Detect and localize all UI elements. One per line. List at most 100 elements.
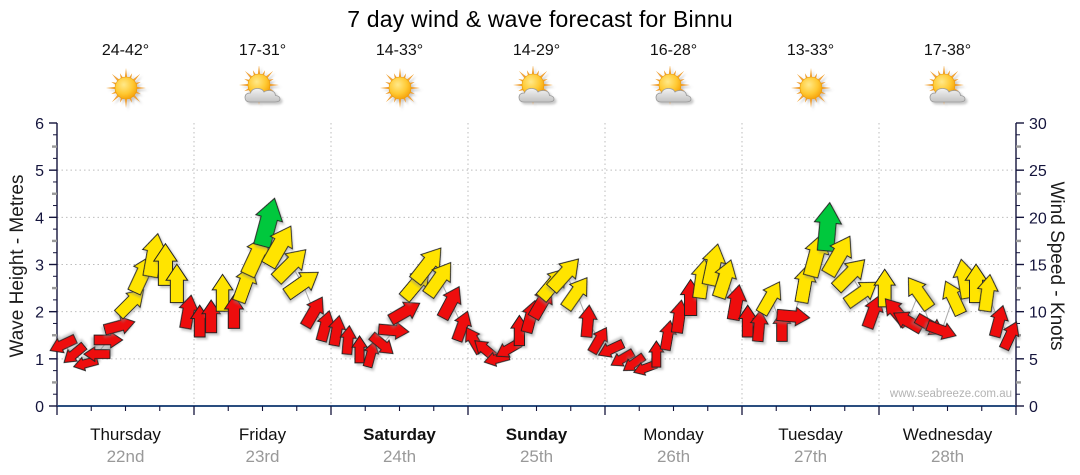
sun-cloud-icon [923, 65, 965, 105]
day-date-label: 23rd [245, 447, 279, 466]
weather-icon-holder [742, 66, 879, 117]
wind-arrow [387, 301, 421, 326]
day-temp-range: 24-42° [101, 42, 150, 59]
wind-arrow [113, 289, 145, 320]
wind-arrow [102, 316, 136, 336]
wind-arrow [327, 314, 347, 347]
day-temp-range: 13-33° [786, 42, 835, 59]
cloud-icon [929, 88, 965, 103]
wind-arrow [578, 304, 598, 338]
wind-arrow [610, 348, 636, 367]
left-axis-tick-label: 6 [35, 116, 44, 133]
wind-arrow [545, 258, 580, 295]
wind-arrow [282, 271, 319, 301]
day-date-label: 28th [931, 447, 964, 466]
wind-arrow [873, 268, 897, 308]
wind-arrow [201, 299, 222, 334]
day-date-label: 24th [383, 447, 416, 466]
day-name-label: Thursday [90, 425, 161, 444]
weather-icon-holder [57, 66, 194, 117]
right-axis-tick-label: 5 [1029, 352, 1038, 369]
left-axis-tick-label: 0 [35, 399, 44, 416]
wind-arrow [362, 340, 380, 369]
weather-icon-holder [194, 65, 331, 117]
left-axis-tick-label: 2 [35, 305, 44, 322]
day-name-label: Saturday [363, 425, 436, 444]
day-temp-range: 14-33° [375, 42, 424, 59]
page-title: 7 day wind & wave forecast for Binnu [347, 6, 733, 32]
sun-cloud-icon [238, 65, 280, 105]
wind-arrow [560, 276, 588, 313]
left-axis-tick-label: 5 [35, 163, 44, 180]
wind-arrow [648, 340, 665, 368]
wind-arrow [976, 273, 999, 313]
sun-cloud-icon [649, 65, 691, 105]
day-name-label: Sunday [506, 425, 568, 444]
day-temp-range: 16-28° [649, 42, 698, 59]
wind-arrow [749, 309, 769, 343]
cloud-icon [518, 88, 554, 103]
weather-icon-holder [879, 65, 1016, 117]
left-axis-tick-label: 1 [35, 352, 44, 369]
right-axis-tick-label: 10 [1029, 305, 1047, 322]
wind-arrow [925, 319, 957, 341]
wind-arrow [587, 326, 608, 356]
wind-arrow [892, 311, 925, 335]
wind-arrow [907, 276, 936, 313]
wind-arrow [63, 341, 88, 364]
wind-arrow [211, 273, 234, 312]
wind-arrow [776, 306, 811, 327]
day-date-label: 26th [657, 447, 690, 466]
weather-icon-holder [331, 66, 468, 117]
wind-arrow [368, 331, 394, 355]
wind-arrow [270, 249, 307, 285]
wind-arrow [253, 197, 284, 249]
right-axis-tick-label: 15 [1029, 258, 1047, 275]
right-axis-tick-label: 30 [1029, 116, 1047, 133]
wind-arrow [49, 333, 78, 354]
wind-arrow [299, 296, 324, 330]
day-date-label: 22nd [107, 447, 145, 466]
sun-cloud-icon [512, 65, 554, 105]
weather-icon-holder [605, 65, 742, 117]
wind-arrow [821, 235, 852, 279]
cloud-icon [655, 88, 691, 103]
wind-arrow [436, 285, 462, 322]
day-name-label: Tuesday [778, 425, 843, 444]
wind-arrow [261, 225, 293, 270]
weather-icon-holder [468, 65, 605, 117]
day-name-label: Wednesday [903, 425, 993, 444]
wind-arrow [223, 294, 245, 329]
wind-arrow [597, 338, 626, 358]
left-axis-tick-label: 4 [35, 210, 44, 227]
wind-arrow [451, 310, 473, 343]
wind-arrow [83, 345, 111, 363]
right-axis-tick-label: 25 [1029, 163, 1047, 180]
wind-arrow [351, 335, 369, 364]
watermark: www.seabreeze.com.au [889, 388, 1012, 400]
wind-arrow [813, 201, 843, 253]
day-temp-range: 14-29° [512, 42, 561, 59]
wind-arrow [755, 281, 782, 317]
day-date-label: 25th [520, 447, 553, 466]
left-axis-tick-label: 3 [35, 258, 44, 275]
sun-icon [105, 68, 146, 108]
day-name-label: Friday [239, 425, 287, 444]
wind-arrow [830, 259, 866, 294]
day-temp-range: 17-38° [923, 42, 972, 59]
day-name-label: Monday [643, 425, 704, 444]
day-date-label: 27th [794, 447, 827, 466]
day-temp-range: 17-31° [238, 42, 287, 59]
right-axis-tick-label: 0 [1029, 399, 1038, 416]
wind-arrow [988, 304, 1009, 339]
wind-arrow [701, 243, 727, 287]
wind-arrow [842, 281, 878, 310]
cloud-icon [244, 88, 280, 103]
right-axis-tick-label: 20 [1029, 210, 1047, 227]
wind-arrow [998, 321, 1020, 352]
wind-arrow [422, 261, 452, 300]
sun-icon [790, 68, 831, 108]
wind-arrow [711, 259, 738, 301]
